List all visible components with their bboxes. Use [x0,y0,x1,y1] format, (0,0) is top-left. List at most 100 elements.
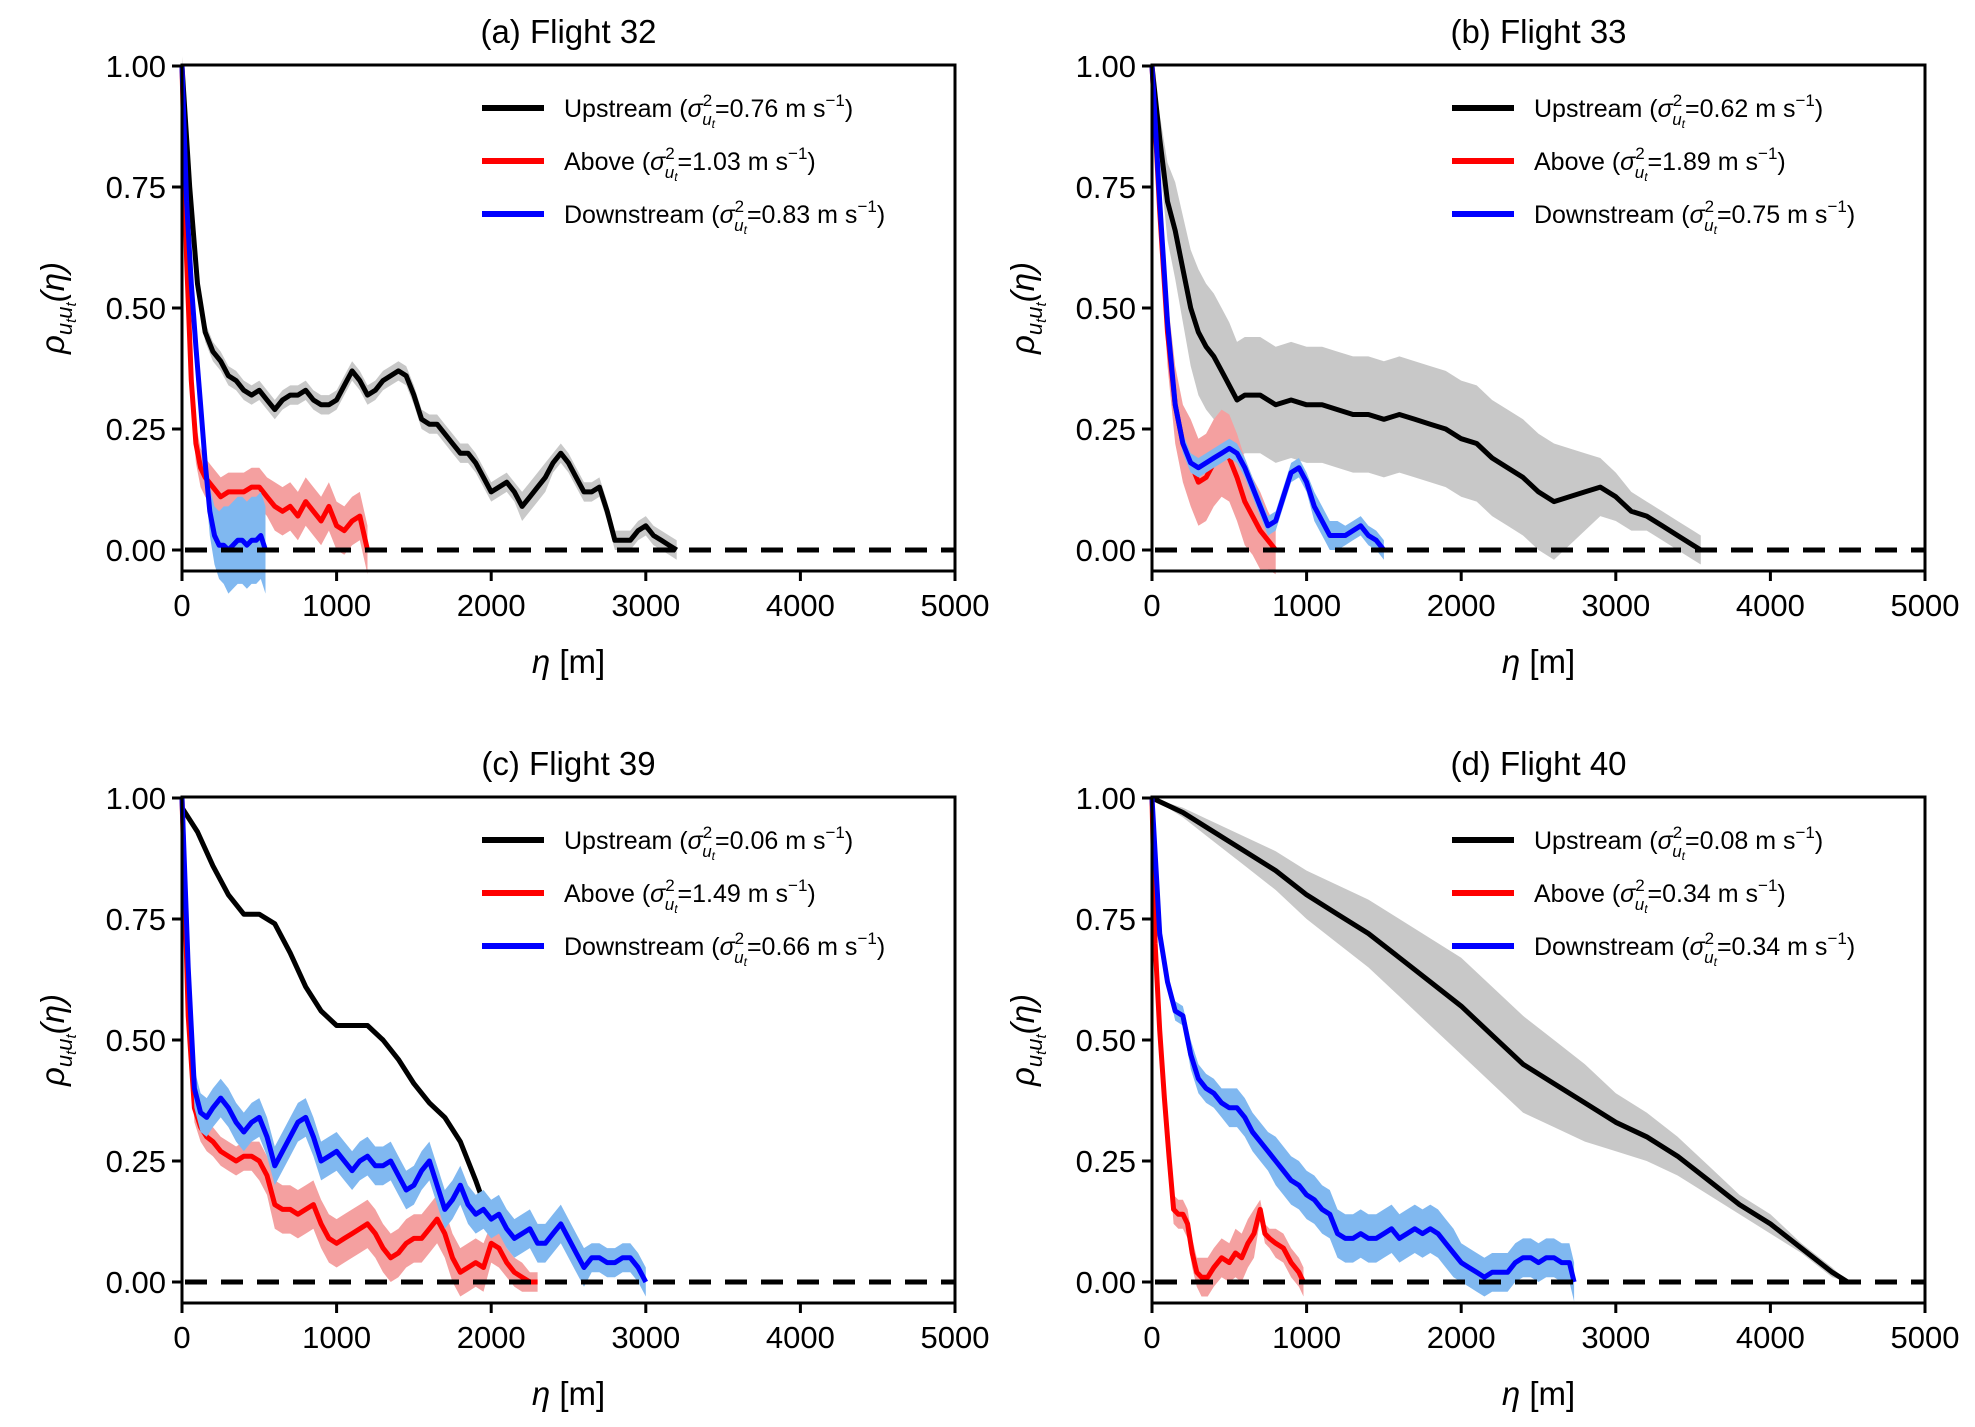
x-axis-symbol: η [532,1375,550,1412]
legend-sigma-sub: u [1635,895,1645,914]
legend-sigma-subsub: t [744,223,748,237]
legend-series-name: Downstream ( [564,933,720,961]
series-downstream [1149,65,1386,560]
y-tick-label: 0.50 [1076,1023,1136,1058]
legend-sigma-sup: 2 [735,197,744,216]
x-tick-label: 5000 [1891,1320,1960,1355]
series-line-above [179,65,370,551]
series-upstream [179,56,679,560]
legend-sigma-subsub: t [1714,955,1718,969]
legend-sigma-subsub: t [712,117,716,131]
legend: Upstream (σ2 ut=0.08 m s−1)Above (σ2 ut=0.… [1452,823,1855,969]
x-tick-label: 5000 [921,1320,990,1355]
legend-label: Downstream (σ2 ut=0.34 m s−1) [1534,929,1855,969]
panel-title: (d) Flight 40 [1450,745,1626,782]
legend-exponent: −1 [825,91,844,110]
x-tick-label: 0 [173,588,190,623]
legend-sigma: σ [650,148,666,176]
legend-sigma-sup: 2 [703,91,712,110]
legend-label: Upstream (σ2 ut=0.76 m s−1) [564,91,853,131]
legend-exponent: −1 [857,929,876,948]
y-axis-rho: ρ [1004,335,1041,355]
x-axis-label: η [m] [1502,643,1575,680]
panel-title: (b) Flight 33 [1450,13,1626,50]
legend-sigma-sup: 2 [1705,197,1714,216]
legend-label: Above (σ2 ut=1.03 m s−1) [564,144,816,184]
legend-item-upstream: Upstream (σ2 ut=0.76 m s−1) [482,91,853,131]
legend-sigma-subsub: t [674,902,678,916]
legend-item-downstream: Downstream (σ2 ut=0.66 m s−1) [482,929,885,969]
series-above [179,65,370,575]
legend-series-name: Upstream ( [1534,95,1658,123]
legend-sigma-sup: 2 [735,929,744,948]
y-tick-label: 0.25 [106,1144,166,1179]
y-axis-arg: (η) [34,262,71,302]
legend-sigma-sub: u [1672,110,1682,129]
axes-frame [180,63,957,573]
x-tick-label: 1000 [302,1320,371,1355]
legend-variance: =0.34 m s [1717,933,1827,961]
legend-series-name: Downstream ( [564,201,720,229]
legend-sigma-subsub: t [1644,170,1648,184]
legend-close-paren: ) [807,880,815,908]
series-line-upstream [179,65,679,553]
series-line-downstream [1149,797,1577,1283]
legend-close-paren: ) [807,148,815,176]
confidence-band-upstream [1152,66,1701,565]
legend-sigma-sup: 2 [665,144,674,163]
legend-sigma-subsub: t [1644,902,1648,916]
x-axis-label: η [m] [1502,1375,1575,1412]
y-axis-sub: u [52,1055,77,1067]
x-tick-label: 1000 [1272,588,1341,623]
series-upstream [1149,65,1703,565]
legend-variance: =1.03 m s [678,148,788,176]
legend-variance: =0.08 m s [1685,827,1795,855]
legend-exponent: −1 [825,823,844,842]
x-axis-unit: [m] [550,1375,605,1412]
x-axis-symbol: η [532,643,550,680]
y-axis-label: ρutut(η) [34,262,80,355]
legend-sigma-sub: u [702,110,712,129]
y-tick-label: 0.75 [1076,170,1136,205]
y-tick-label: 0.50 [106,291,166,326]
y-axis-arg: (η) [1004,262,1041,302]
legend-sigma-sub: u [1704,216,1714,235]
series-above [179,797,538,1297]
x-tick-label: 2000 [1427,1320,1496,1355]
x-axis-symbol: η [1502,1375,1520,1412]
x-tick-label: 4000 [1736,588,1805,623]
legend: Upstream (σ2 ut=0.62 m s−1)Above (σ2 ut=1.… [1452,91,1855,237]
y-tick-label: 0.00 [106,533,166,568]
legend-item-above: Above (σ2 ut=1.89 m s−1) [1452,144,1786,184]
legend-sigma-sub: u [665,895,675,914]
legend-sigma: σ [688,95,704,123]
legend-series-name: Above ( [564,880,651,908]
legend-sigma-sub: u [734,216,744,235]
legend-series-name: Upstream ( [564,827,688,855]
legend-sigma-subsub: t [1714,223,1718,237]
x-tick-label: 4000 [766,588,835,623]
legend-close-paren: ) [1847,933,1855,961]
legend-variance: =0.76 m s [715,95,825,123]
legend-sigma-subsub: t [674,170,678,184]
series-downstream [179,797,649,1297]
y-axis-subsub: t [63,301,80,306]
x-tick-label: 1000 [302,588,371,623]
series-downstream [179,65,268,594]
y-tick-label: 1.00 [106,781,166,816]
legend-label: Above (σ2 ut=1.49 m s−1) [564,876,816,916]
y-axis-sub: u [1022,1055,1047,1067]
y-tick-label: 0.00 [1076,533,1136,568]
confidence-band-downstream [1152,798,1575,1302]
legend-series-name: Upstream ( [564,95,688,123]
legend-close-paren: ) [1815,95,1823,123]
legend-exponent: −1 [857,197,876,216]
y-tick-label: 0.25 [1076,1144,1136,1179]
x-tick-label: 4000 [766,1320,835,1355]
y-axis-subsub: t [63,318,80,323]
x-axis-unit: [m] [1520,643,1575,680]
x-tick-label: 3000 [1581,1320,1650,1355]
x-tick-label: 3000 [611,588,680,623]
legend-exponent: −1 [788,144,807,163]
legend-sigma: σ [1690,933,1706,961]
